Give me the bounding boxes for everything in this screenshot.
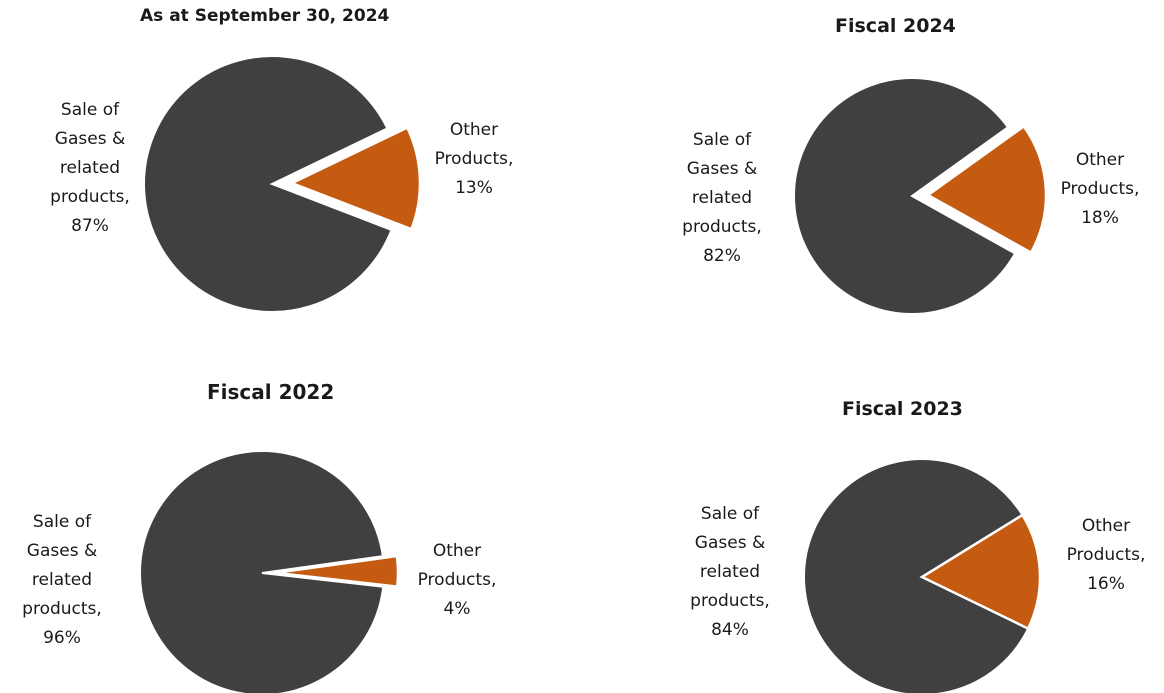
- pie-slice-gases: [143, 55, 393, 313]
- pie-slice-gases: [139, 449, 385, 693]
- chart-title: As at September 30, 2024: [140, 6, 390, 26]
- slice-label-other: Other Products, 13%: [434, 120, 514, 198]
- pie-slice-other: [919, 513, 1042, 631]
- pie-slice-gases: [803, 458, 1030, 693]
- pie-slice-other: [288, 125, 422, 231]
- slice-label-gases: Sale of Gases & related products, 96%: [22, 512, 102, 648]
- chart-title: Fiscal 2024: [835, 15, 956, 37]
- pie-slice-gases: [793, 77, 1017, 315]
- chart-title: Fiscal 2022: [207, 380, 335, 404]
- pie-slice-other: [925, 124, 1048, 255]
- slice-label-gases: Sale of Gases & related products, 84%: [690, 504, 770, 640]
- pie-slice-other: [275, 554, 400, 588]
- chart-title: Fiscal 2023: [842, 398, 963, 420]
- slice-label-gases: Sale of Gases & related products, 87%: [50, 100, 130, 236]
- slice-label-other: Other Products, 16%: [1066, 516, 1146, 594]
- slice-label-other: Other Products, 18%: [1060, 150, 1140, 228]
- slice-label-gases: Sale of Gases & related products, 82%: [682, 130, 762, 266]
- slice-label-other: Other Products, 4%: [417, 541, 497, 619]
